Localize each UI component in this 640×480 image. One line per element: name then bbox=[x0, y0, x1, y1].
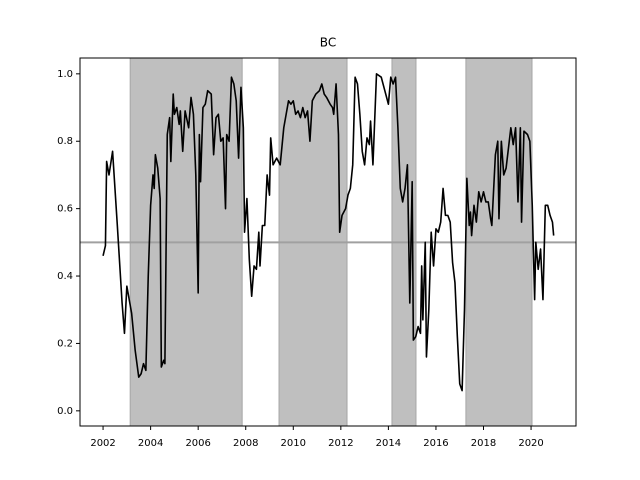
x-tick-label: 2008 bbox=[233, 438, 258, 449]
x-tick-label: 2020 bbox=[518, 438, 543, 449]
x-tick-label: 2012 bbox=[328, 438, 353, 449]
y-tick-label: 0.0 bbox=[57, 406, 73, 417]
x-tick-label: 2018 bbox=[471, 438, 496, 449]
y-tick-label: 0.6 bbox=[57, 204, 73, 215]
y-tick-label: 1.0 bbox=[57, 69, 73, 80]
y-tick-label: 0.8 bbox=[57, 136, 73, 147]
plot-frame bbox=[79, 57, 577, 427]
x-tick-label: 2006 bbox=[185, 438, 210, 449]
y-tick-label: 0.2 bbox=[57, 338, 73, 349]
x-tick-label: 2004 bbox=[138, 438, 163, 449]
x-tick-label: 2002 bbox=[90, 438, 115, 449]
data-line bbox=[102, 73, 555, 392]
chart-title: BC bbox=[320, 36, 336, 50]
x-tick-label: 2014 bbox=[376, 438, 401, 449]
x-tick-label: 2016 bbox=[423, 438, 448, 449]
x-tick-label: 2010 bbox=[281, 438, 306, 449]
y-tick-label: 0.4 bbox=[57, 271, 73, 282]
